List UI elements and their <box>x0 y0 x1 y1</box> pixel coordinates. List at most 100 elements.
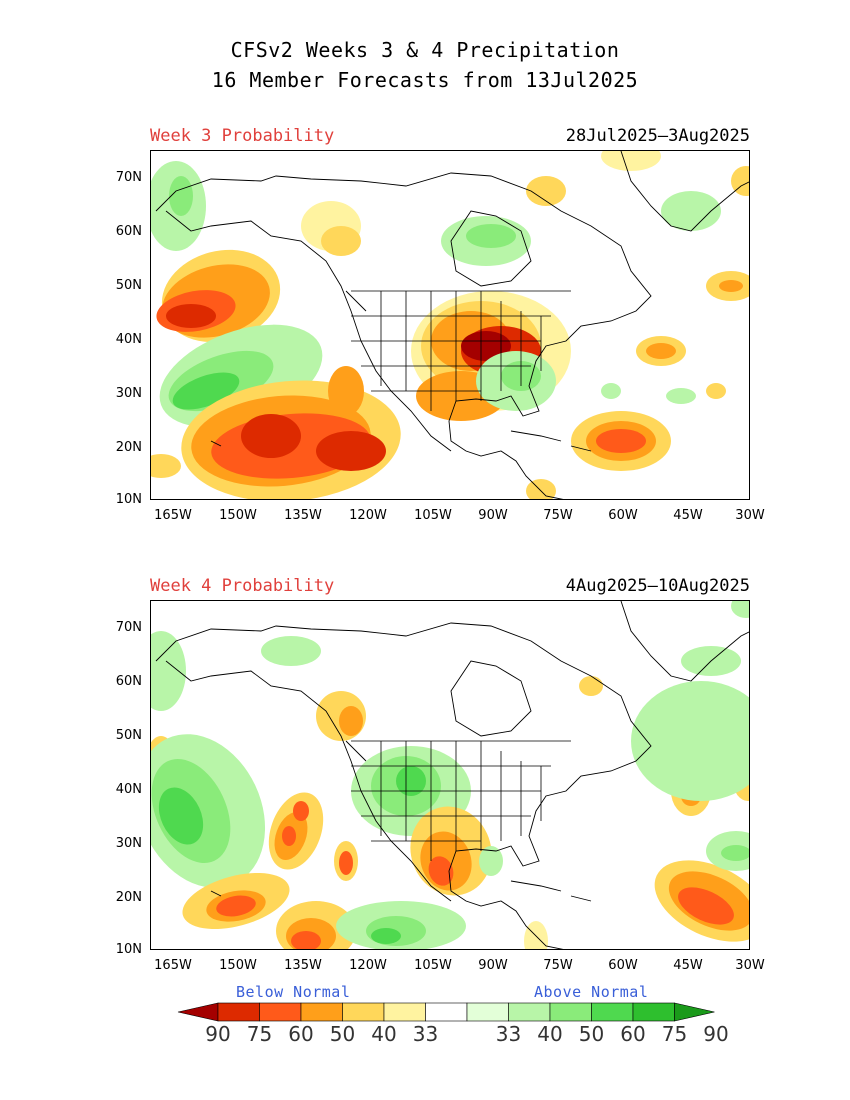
probability-contour <box>282 826 296 846</box>
colorbar-value: 33 <box>495 1022 522 1046</box>
probability-contour <box>172 372 240 410</box>
lat-label: 20N <box>115 440 142 455</box>
colorbar-swatch <box>591 1002 634 1022</box>
probability-contour <box>461 331 511 361</box>
colorbar-swatch <box>383 1002 426 1022</box>
colorbar-value: 50 <box>578 1022 605 1046</box>
lat-label: 50N <box>115 278 142 293</box>
probability-contour <box>706 383 726 399</box>
lat-label: 30N <box>115 386 142 401</box>
lat-label: 20N <box>115 890 142 905</box>
lat-label: 50N <box>115 728 142 743</box>
probability-contour <box>661 191 721 231</box>
colorbar-value: 75 <box>661 1022 688 1046</box>
lon-label: 45W <box>673 958 703 973</box>
lat-label: 70N <box>115 620 142 635</box>
colorbar-arrow-left <box>177 1002 219 1022</box>
probability-contour <box>479 846 503 876</box>
week3-label: Week 3 Probability <box>150 126 335 146</box>
colorbar-swatch <box>632 1002 675 1022</box>
lon-label: 75W <box>543 508 573 523</box>
lon-label: 135W <box>284 508 322 523</box>
colorbar-value: 33 <box>412 1022 439 1046</box>
colorbar-value: 50 <box>329 1022 356 1046</box>
probability-contour <box>601 383 621 399</box>
probability-contour <box>428 856 454 886</box>
lon-label: 90W <box>478 958 508 973</box>
colorbar-swatch <box>300 1002 343 1022</box>
lon-label: 120W <box>349 958 387 973</box>
lon-label: 105W <box>414 508 452 523</box>
lon-label: 45W <box>673 508 703 523</box>
lat-label: 40N <box>115 332 142 347</box>
week4-dates: 4Aug2025—10Aug2025 <box>565 576 750 596</box>
probability-contour <box>601 151 661 171</box>
probability-contour <box>579 676 603 696</box>
above-normal-label: Above Normal <box>534 983 649 1001</box>
colorbar-value: 40 <box>537 1022 563 1046</box>
lon-label: 135W <box>284 958 322 973</box>
lon-label: 90W <box>478 508 508 523</box>
probability-contour <box>216 895 256 917</box>
lon-label: 75W <box>543 958 573 973</box>
colorbar-value: 60 <box>288 1022 314 1046</box>
probability-contour <box>719 280 743 292</box>
colorbar-swatch <box>259 1002 302 1022</box>
probability-contour <box>371 928 401 944</box>
lat-label: 60N <box>115 674 142 689</box>
probability-contour <box>526 176 566 206</box>
lon-label: 105W <box>414 958 452 973</box>
probability-contour <box>166 304 216 328</box>
lat-label: 10N <box>115 492 142 507</box>
probability-contour <box>328 366 364 416</box>
chart-title: CFSv2 Weeks 3 & 4 Precipitation <box>230 38 620 62</box>
colorbar-value: 90 <box>703 1022 729 1046</box>
probability-contour <box>261 636 321 666</box>
probability-contour <box>316 431 386 471</box>
probability-contour <box>721 845 749 861</box>
probability-contour <box>339 706 363 736</box>
lon-label: 165W <box>154 958 192 973</box>
colorbar-swatch <box>217 1002 260 1022</box>
probability-contour <box>646 343 676 359</box>
lon-label: 30W <box>735 508 765 523</box>
colorbar-value: 90 <box>205 1022 231 1046</box>
lon-label: 60W <box>608 508 638 523</box>
lon-label: 150W <box>219 508 257 523</box>
probability-contour <box>169 176 193 216</box>
colorbar-arrow-right <box>674 1002 715 1022</box>
colorbar-swatch <box>466 1002 509 1022</box>
lon-label: 165W <box>154 508 192 523</box>
probability-contour <box>321 226 361 256</box>
probability-contour <box>666 388 696 404</box>
probability-contour <box>291 931 321 949</box>
lat-label: 70N <box>115 170 142 185</box>
week3-map <box>150 150 750 500</box>
probability-contour <box>631 681 749 801</box>
week4-label: Week 4 Probability <box>150 576 335 596</box>
week4-map <box>150 600 750 950</box>
probability-contour <box>731 601 749 618</box>
colorbar-value: 40 <box>371 1022 397 1046</box>
probability-contour <box>151 454 181 478</box>
probability-contour <box>596 429 646 453</box>
lat-label: 60N <box>115 224 142 239</box>
colorbar-value: 75 <box>246 1022 273 1046</box>
colorbar-swatch <box>549 1002 592 1022</box>
lon-label: 150W <box>219 958 257 973</box>
lon-label: 60W <box>608 958 638 973</box>
colorbar-swatch <box>508 1002 551 1022</box>
colorbar-value: 60 <box>620 1022 646 1046</box>
colorbar-swatch <box>342 1002 385 1022</box>
probability-contour <box>396 766 426 796</box>
lon-label: 120W <box>349 508 387 523</box>
probability-contour <box>293 801 309 821</box>
probability-contour <box>678 887 734 925</box>
lon-label: 30W <box>735 958 765 973</box>
probability-contour <box>339 851 353 875</box>
probability-contour <box>151 631 186 711</box>
probability-contour <box>158 787 204 845</box>
lat-label: 40N <box>115 782 142 797</box>
colorbar-swatch <box>425 1002 468 1022</box>
